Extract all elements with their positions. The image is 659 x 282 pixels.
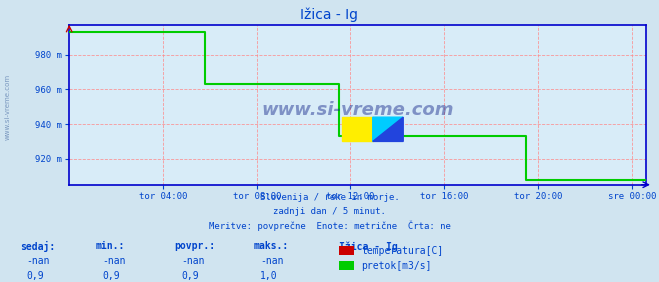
Text: temperatura[C]: temperatura[C] — [361, 246, 444, 256]
Text: maks.:: maks.: — [254, 241, 289, 251]
Text: -nan: -nan — [181, 256, 205, 266]
Text: -nan: -nan — [26, 256, 50, 266]
Text: pretok[m3/s]: pretok[m3/s] — [361, 261, 432, 271]
Text: -nan: -nan — [260, 256, 284, 266]
Text: -nan: -nan — [102, 256, 126, 266]
Text: 0,9: 0,9 — [26, 271, 44, 281]
Text: 1,0: 1,0 — [260, 271, 278, 281]
Text: Ižica - Ig: Ižica - Ig — [339, 241, 398, 252]
Text: www.si-vreme.com: www.si-vreme.com — [5, 74, 11, 140]
Text: zadnji dan / 5 minut.: zadnji dan / 5 minut. — [273, 207, 386, 216]
Text: 0,9: 0,9 — [102, 271, 120, 281]
Text: 0,9: 0,9 — [181, 271, 199, 281]
Text: min.:: min.: — [96, 241, 125, 251]
Bar — [342, 117, 373, 141]
Polygon shape — [373, 117, 403, 141]
Text: www.si-vreme.com: www.si-vreme.com — [261, 101, 454, 119]
Polygon shape — [373, 117, 403, 141]
Text: povpr.:: povpr.: — [175, 241, 215, 251]
Text: sedaj:: sedaj: — [20, 241, 55, 252]
Text: Meritve: povprečne  Enote: metrične  Črta: ne: Meritve: povprečne Enote: metrične Črta:… — [208, 220, 451, 231]
Text: Slovenija / reke in morje.: Slovenija / reke in morje. — [260, 193, 399, 202]
Text: Ižica - Ig: Ižica - Ig — [301, 7, 358, 21]
